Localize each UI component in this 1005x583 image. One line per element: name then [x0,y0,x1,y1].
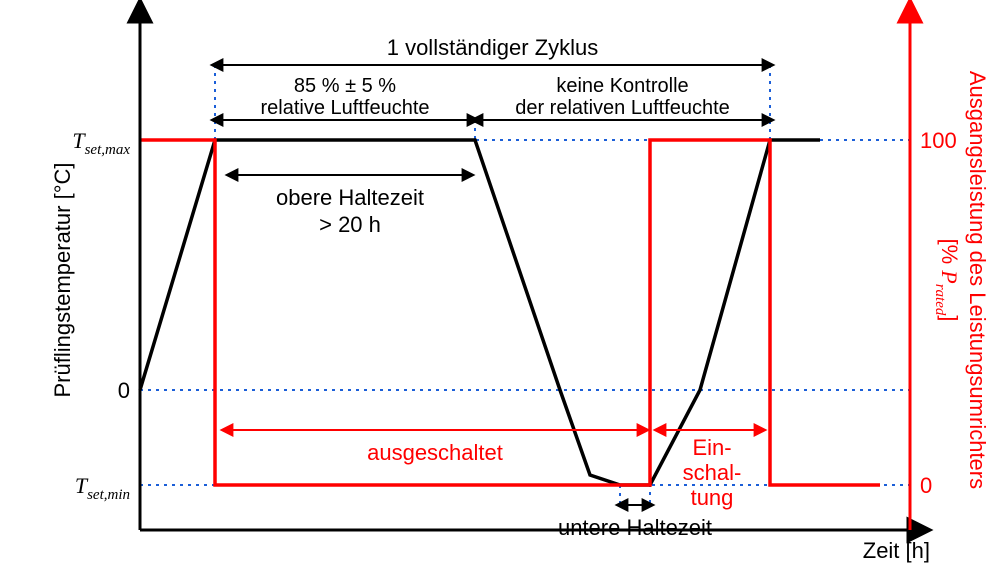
upper-hold-line2: > 20 h [319,212,381,237]
y-axis-right-label: Ausgangsleistung des Leistungsumrichters [965,71,990,489]
humidity-right-line2: der relativen Luftfeuchte [515,97,730,119]
time-markers [215,65,770,505]
ref-lines [140,140,910,485]
y-tick-tsetmin: Tset,min [75,473,130,503]
upper-hold-line1: obere Haltezeit [276,185,424,210]
y-axis-right-label-unit: [% Prated] [932,238,962,321]
axes [140,10,920,530]
cycle-diagram: Prüflingstemperatur [°C] 0 Tset,max Tset… [0,0,1005,583]
lower-hold-label: untere Haltezeit [558,515,712,540]
einschaltung-line2: schal- [683,460,742,485]
y-left-ticks: 0 Tset,max Tset,min [72,128,130,503]
ausgeschaltet-label: ausgeschaltet [367,440,503,465]
y-right-tick-0: 0 [920,473,932,498]
y-right-tick-100: 100 [920,128,957,153]
humidity-left-line2: relative Luftfeuchte [261,97,430,119]
power-profile [140,140,880,485]
y-tick-zero: 0 [118,378,130,403]
humidity-right-line1: keine Kontrolle [556,75,688,97]
temperature-profile [140,140,820,485]
einschaltung-line1: Ein- [692,435,731,460]
y-tick-tsetmax: Tset,max [72,128,130,158]
x-axis-label: Zeit [h] [863,538,930,563]
einschaltung-line3: tung [691,485,734,510]
humidity-left-line1: 85 % ± 5 % [294,75,396,97]
annotations: 1 vollständiger Zyklus 85 % ± 5 % relati… [215,35,770,540]
full-cycle-label: 1 vollständiger Zyklus [387,35,599,60]
y-axis-left-label: Prüflingstemperatur [°C] [50,163,75,398]
